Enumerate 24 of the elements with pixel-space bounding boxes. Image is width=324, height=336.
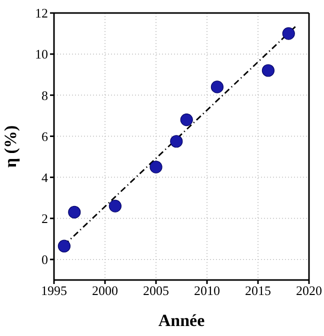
point — [58, 240, 70, 252]
y-tick-label: 2 — [42, 211, 48, 226]
x-axis-title: Année — [158, 311, 206, 330]
point — [262, 64, 274, 77]
y-axis-title: η (%) — [1, 125, 20, 168]
x-tick-label: 1995 — [41, 283, 67, 298]
x-tick-label: 2000 — [92, 283, 118, 298]
x-tick-label: 2020 — [296, 283, 322, 298]
x-tick-label: 2005 — [143, 283, 169, 298]
point — [68, 206, 81, 219]
y-tick-label: 6 — [42, 128, 48, 144]
y-tick-label: 0 — [42, 252, 48, 268]
y-tick-label: 12 — [35, 6, 48, 21]
point — [282, 27, 295, 40]
x-tick-label: 2010 — [194, 283, 220, 298]
y-tick-label: 10 — [35, 46, 48, 62]
x-tick-label: 2015 — [245, 283, 271, 298]
point — [108, 200, 122, 212]
point — [170, 135, 183, 148]
point — [180, 114, 193, 126]
y-tick-label: 8 — [42, 88, 48, 103]
y-tick-label: 4 — [42, 170, 48, 185]
point — [150, 160, 162, 174]
point — [210, 80, 224, 94]
